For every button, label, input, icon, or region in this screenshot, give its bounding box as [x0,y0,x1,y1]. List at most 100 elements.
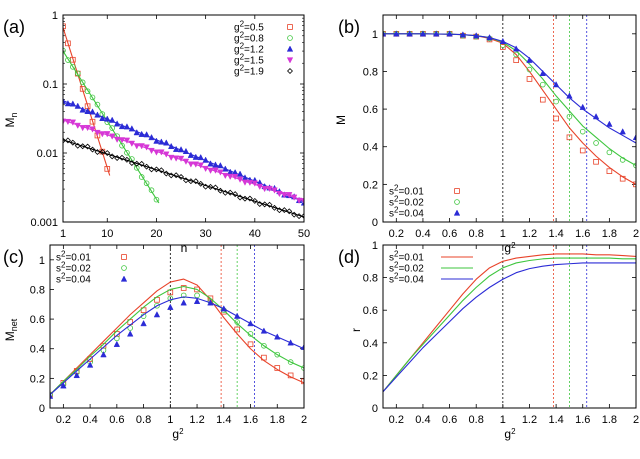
legend-label: s2=0.04 [56,272,91,286]
data-point [84,124,91,132]
x-tick-label: 0.4 [82,414,97,426]
data-point [234,326,240,333]
data-point [233,312,241,319]
data-point [192,153,200,160]
data-point [251,197,258,204]
legend-label: g2=1.5 [234,53,264,67]
data-point [212,184,219,191]
data-point [123,137,131,144]
data-point [64,118,72,126]
data-point [128,125,136,132]
series-line [50,296,304,396]
x-axis-label: n [181,241,188,255]
data-point [138,160,145,167]
data-point [217,187,224,194]
series-0 [383,253,636,393]
data-point [182,177,189,184]
data-point [227,189,234,196]
data-point [237,194,244,201]
data-point [593,158,599,165]
x-tick-label: 0.6 [109,414,124,426]
data-point [393,30,400,37]
data-point [247,319,254,327]
data-point [148,187,155,194]
data-point [222,172,229,180]
data-point [274,365,281,371]
plot-area [63,23,304,220]
x-axis-label: g2 [504,241,516,255]
plot-frame [62,14,305,223]
data-point [552,81,560,88]
plot-area [50,278,304,399]
legend-label: g2=0.5 [234,20,264,34]
data-point [113,120,121,127]
series-line [383,33,636,144]
data-point [606,120,613,127]
data-point [167,154,175,162]
data-point [133,165,140,171]
data-point [74,102,81,109]
data-point [70,64,76,70]
panel-d: (d) 0.2 0.4 0.6 0.8 1 1.2 1.4 1.6 1.8 2 0 0.2 0.4 0.6 0… [338,240,639,441]
panel-label: (a) [3,17,25,37]
series-2 [383,262,636,393]
legend-label: s2=0.01 [56,250,91,264]
data-point [281,192,288,199]
data-point [99,114,106,121]
data-point [256,183,263,191]
data-point [222,165,229,172]
data-point [247,331,254,337]
data-point [566,134,573,141]
data-point [197,162,204,169]
data-point [69,139,76,146]
legend-marker [120,275,128,282]
y-axis-label: Mnet [3,318,19,341]
data-point [138,174,145,180]
x-tick-label: 0.8 [136,414,151,426]
legend-label: g2=1.9 [234,64,264,78]
panel-a: (a) 1 10 20 30 40 50 0.001 0.01 0.1 1 n Mn g2=0.5g2=0… [3,10,310,255]
data-point [553,98,559,105]
panel-label: (d) [338,247,360,267]
data-point [124,149,130,156]
x-tick-label: 0.4 [415,228,430,240]
data-point [579,147,586,154]
data-point [167,142,175,150]
y-tick-label: 1 [52,10,58,22]
data-point [69,119,77,126]
x-tick-label: 1.8 [602,414,617,426]
data-point [79,125,86,132]
data-point [539,69,547,76]
data-point [197,180,204,187]
x-tick-label: 1.6 [575,414,590,426]
data-point [276,190,283,198]
x-tick-label: 0.4 [415,414,430,426]
data-point [138,143,145,150]
data-point [276,207,283,214]
panel-b: (b) 0.2 0.4 0.6 0.8 1 1.2 1.4 1.6 1.8 2 0 0.2 0.4 0.6 0… [334,14,639,255]
legend: g2=0.5g2=0.8g2=1.2g2=1.5g2=1.9 [234,20,294,78]
x-tick-label: 1 [60,228,66,240]
data-point [133,129,140,136]
data-point [118,137,126,144]
x-tick-label: 2 [633,414,639,426]
data-point [158,138,165,145]
data-point [100,351,107,358]
data-point [158,167,165,174]
data-point [207,299,214,306]
data-point [64,100,72,107]
data-point [247,341,254,348]
data-point [180,285,187,291]
y-tick-label: 1 [372,29,378,41]
legend-label: s2=0.01 [389,184,424,198]
data-point [104,115,111,122]
data-point [217,169,224,176]
data-point [167,295,174,302]
data-point [94,111,101,118]
data-point [187,178,194,185]
series-4 [63,137,304,220]
data-point [128,140,136,147]
data-point [202,156,209,163]
data-point [153,166,160,173]
